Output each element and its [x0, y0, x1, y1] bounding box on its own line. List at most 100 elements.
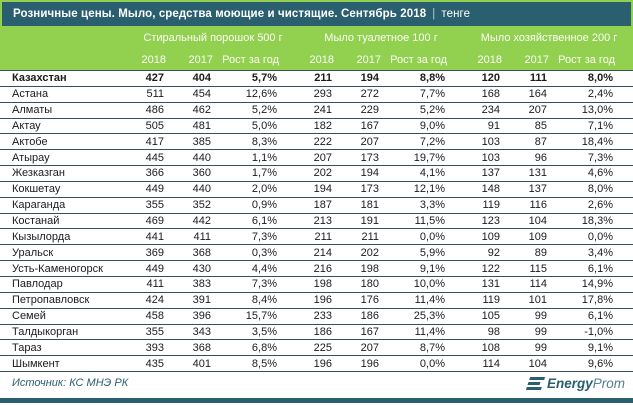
price-value-cell: 352: [192, 199, 211, 212]
price-value-cell: 104: [528, 357, 547, 370]
price-value-cell: 449: [145, 183, 164, 196]
growth-value-cell: 5,9%: [419, 246, 445, 259]
price-value-cell: 213: [313, 215, 332, 228]
price-value-cell: 272: [360, 88, 379, 101]
region-name: Костанай: [12, 215, 60, 228]
growth-value-cell: 4,4%: [251, 262, 277, 275]
price-value-cell: 167: [360, 325, 379, 338]
price-value-cell: 92: [487, 246, 500, 259]
price-value-cell: 404: [192, 72, 211, 85]
price-value-cell: 196: [360, 357, 379, 370]
region-name: Атырау: [12, 151, 50, 164]
price-value-cell: 401: [192, 357, 211, 370]
col-header-2018: 2018: [477, 53, 502, 66]
growth-value-cell: 1,1%: [251, 151, 277, 164]
table-row: Актау 505 481 5,0% 182 167 9,0% 91 85 7,1%: [0, 119, 633, 135]
region-name: Петропавловск: [12, 294, 90, 307]
price-value-cell: 469: [145, 215, 164, 228]
price-value-cell: 99: [534, 341, 547, 354]
growth-value-cell: 17,8%: [581, 294, 613, 307]
price-value-cell: 164: [528, 88, 547, 101]
region-name: Кокшетау: [12, 183, 61, 196]
growth-value-cell: 2,6%: [587, 199, 613, 212]
price-value-cell: 383: [192, 278, 211, 291]
growth-value-cell: 8,4%: [251, 294, 277, 307]
col-header-2017: 2017: [188, 53, 213, 66]
region-name: Усть-Каменогорск: [12, 262, 103, 275]
price-value-cell: 196: [313, 294, 332, 307]
price-value-cell: 96: [534, 151, 547, 164]
region-name: Семей: [12, 310, 46, 323]
region-name: Актау: [12, 119, 41, 132]
region-name: Жезказган: [12, 167, 65, 180]
table-row: Талдыкорган 355 343 3,5% 186 167 11,4% 98 99 -1,0…: [0, 325, 633, 341]
energyprom-logo-icon: [525, 376, 546, 390]
price-value-cell: 180: [360, 278, 379, 291]
price-value-cell: 148: [481, 183, 500, 196]
price-value-cell: 168: [481, 88, 500, 101]
growth-value-cell: 9,6%: [587, 357, 613, 370]
price-value-cell: 449: [145, 262, 164, 275]
region-name: Караганда: [12, 199, 66, 212]
growth-value-cell: 6,1%: [587, 262, 613, 275]
table-row: Казахстан 427 404 5,7% 211 194 8,8% 120 111 8,0%: [0, 71, 633, 87]
price-value-cell: 233: [313, 310, 332, 323]
price-value-cell: 202: [313, 167, 332, 180]
price-value-cell: 396: [192, 310, 211, 323]
table-row: Атырау 445 440 1,1% 207 173 19,7% 103 96 7,3%: [0, 150, 633, 167]
growth-value-cell: 14,9%: [581, 278, 613, 291]
growth-value-cell: 6,8%: [251, 341, 277, 354]
region-name: Астана: [12, 88, 49, 101]
growth-value-cell: 0,0%: [419, 357, 445, 370]
growth-value-cell: 5,2%: [419, 104, 445, 117]
col-header-2018: 2018: [309, 53, 334, 66]
price-value-cell: 109: [528, 230, 547, 243]
price-value-cell: 511: [146, 88, 164, 101]
col-header-2017: 2017: [356, 53, 381, 66]
price-value-cell: 119: [482, 199, 500, 212]
price-value-cell: 99: [534, 325, 547, 338]
growth-value-cell: 7,7%: [419, 88, 445, 101]
growth-value-cell: 11,4%: [414, 294, 445, 307]
price-value-cell: 481: [192, 119, 211, 132]
region-name: Тараз: [12, 341, 42, 354]
table-row: Астана 511 454 12,6% 293 272 7,7% 168 164 2,4%: [0, 87, 633, 103]
growth-value-cell: 9,0%: [419, 119, 445, 132]
table-footer: Источник: КС МНЭ РК EnergyProm: [0, 372, 633, 398]
growth-value-cell: 5,0%: [251, 119, 277, 132]
table-row: Кокшетау 449 440 2,0% 194 173 12,1% 148 137 8,0%: [0, 182, 633, 198]
growth-value-cell: 7,3%: [251, 230, 277, 243]
price-value-cell: 103: [481, 151, 500, 164]
column-group-laundry-soap: Мыло хозяйственное 200 г: [480, 31, 618, 44]
growth-value-cell: 18,3%: [581, 215, 613, 228]
price-value-cell: 385: [192, 135, 211, 148]
price-value-cell: 104: [528, 215, 547, 228]
growth-value-cell: 7,2%: [419, 135, 445, 148]
price-value-cell: 393: [145, 341, 164, 354]
price-value-cell: 115: [529, 262, 547, 275]
title-unit: тенге: [441, 8, 471, 20]
growth-value-cell: 8,8%: [419, 72, 445, 85]
price-value-cell: 462: [192, 104, 211, 117]
price-value-cell: 211: [314, 230, 332, 243]
growth-value-cell: -1,0%: [584, 325, 613, 338]
growth-value-cell: 7,3%: [251, 278, 277, 291]
price-value-cell: 424: [145, 294, 164, 307]
price-value-cell: 191: [360, 215, 379, 228]
logo-text-bold: Energy: [546, 375, 593, 391]
price-value-cell: 186: [360, 310, 379, 323]
table-row: Караганда 355 352 0,9% 187 181 3,3% 119 116 2,6%: [0, 198, 633, 214]
price-value-cell: 411: [146, 278, 164, 291]
price-value-cell: 182: [313, 119, 332, 132]
price-value-cell: 211: [361, 230, 379, 243]
sub-header-row: 2018 2017 Рост за год 2018 2017 Рост за …: [2, 49, 631, 70]
price-value-cell: 442: [192, 215, 211, 228]
price-value-cell: 355: [145, 199, 164, 212]
price-value-cell: 202: [360, 246, 379, 259]
table-row: Тараз 393 368 6,8% 225 207 8,7% 108 99 9,1%: [0, 340, 633, 357]
growth-value-cell: 8,0%: [587, 183, 613, 196]
price-value-cell: 368: [192, 341, 211, 354]
table-row: Петропавловск 424 391 8,4% 196 176 11,4% 119 101…: [0, 293, 633, 309]
growth-value-cell: 8,3%: [251, 135, 277, 148]
